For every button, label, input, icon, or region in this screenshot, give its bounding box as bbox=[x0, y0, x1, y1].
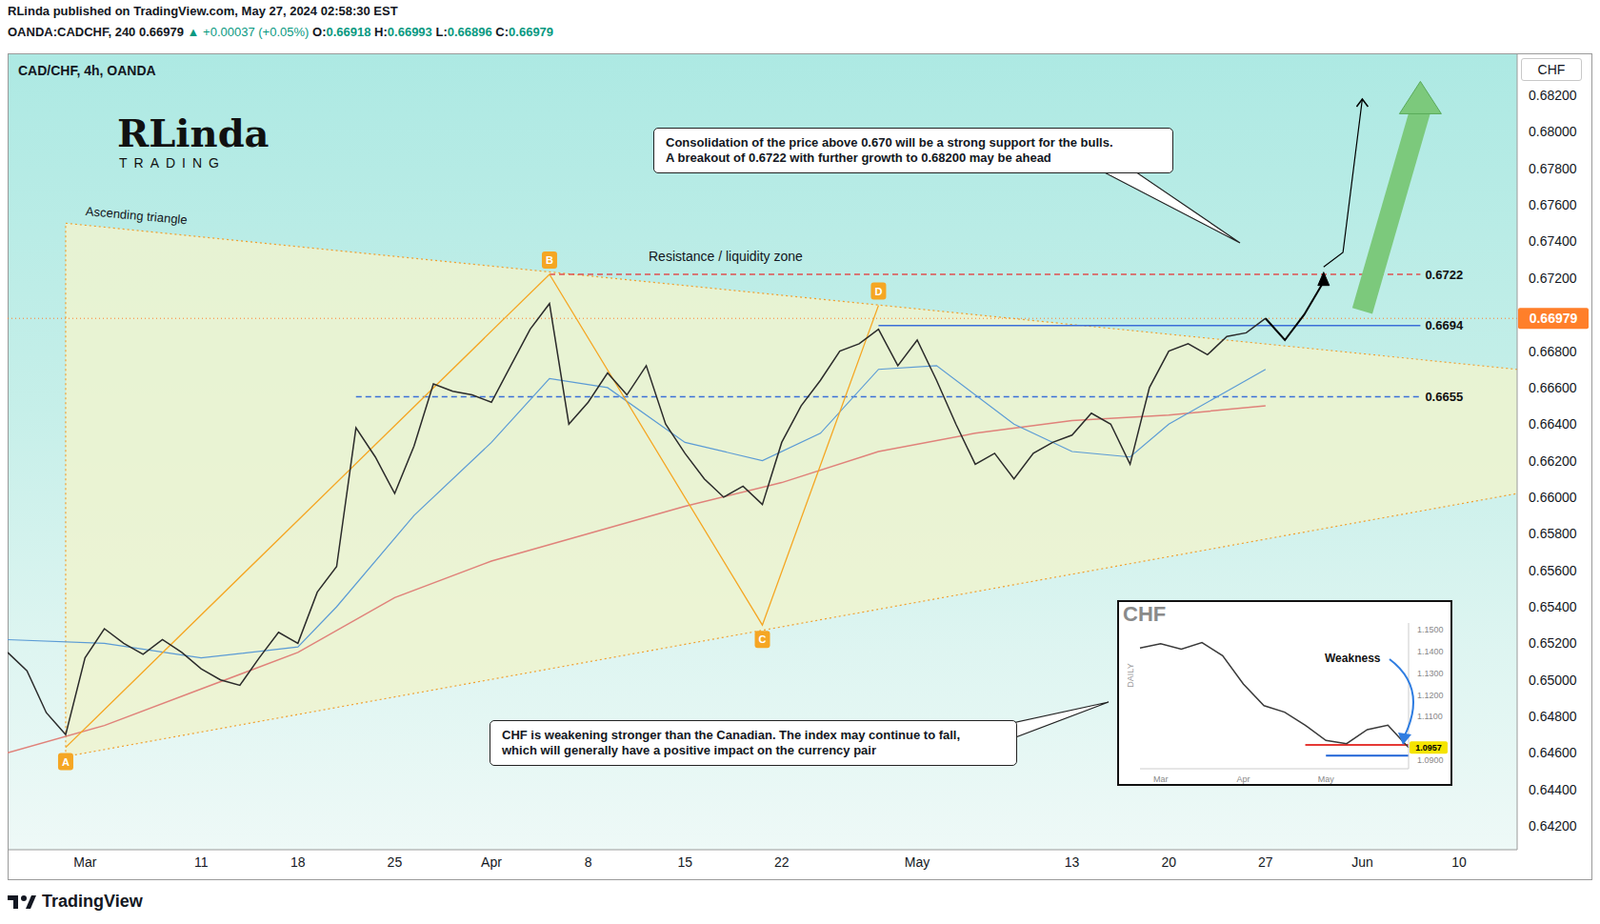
svg-text:1.1200: 1.1200 bbox=[1417, 690, 1444, 700]
html-text:CHF: CHF bbox=[1537, 61, 1566, 78]
svg-text:C: C bbox=[759, 633, 767, 645]
html-text:Consolidation of the price abo: Consolidation of the price above 0.670 w… bbox=[665, 135, 1113, 150]
html-text:CAD/CHF, 4h, OANDA: CAD/CHF, 4h, OANDA bbox=[18, 62, 156, 79]
svg-text:22: 22 bbox=[774, 854, 790, 870]
html-text:RLinda: RLinda bbox=[117, 110, 270, 156]
svg-text:0.6722: 0.6722 bbox=[1424, 267, 1463, 282]
svg-text:0.64400: 0.64400 bbox=[1528, 781, 1578, 798]
html-text:A breakout of 0.6722 with furt: A breakout of 0.6722 with further growth… bbox=[665, 150, 1052, 165]
svg-text:0.67200: 0.67200 bbox=[1528, 270, 1578, 286]
svg-text:0.68200: 0.68200 bbox=[1528, 87, 1578, 103]
svg-text:1.0957: 1.0957 bbox=[1415, 742, 1442, 753]
svg-text:1.1300: 1.1300 bbox=[1417, 668, 1444, 679]
svg-text:0.67800: 0.67800 bbox=[1528, 160, 1578, 177]
svg-text:May: May bbox=[1318, 774, 1336, 784]
svg-text:18: 18 bbox=[290, 854, 306, 870]
svg-text:B: B bbox=[545, 254, 554, 266]
svg-text:0.64600: 0.64600 bbox=[1528, 744, 1578, 760]
svg-text:1.1100: 1.1100 bbox=[1417, 711, 1443, 721]
svg-text:0.66600: 0.66600 bbox=[1528, 380, 1578, 396]
svg-text:Apr: Apr bbox=[1236, 774, 1250, 784]
svg-text:0.65800: 0.65800 bbox=[1528, 525, 1578, 541]
svg-text:D: D bbox=[874, 285, 882, 298]
svg-text:Jun: Jun bbox=[1351, 854, 1374, 870]
svg-text:1.1500: 1.1500 bbox=[1417, 624, 1444, 635]
html-text:RLinda published on TradingVie: RLinda published on TradingView.com, May… bbox=[7, 3, 398, 19]
svg-text:0.67400: 0.67400 bbox=[1528, 233, 1578, 249]
svg-text:0.64200: 0.64200 bbox=[1528, 818, 1578, 834]
svg-text:May: May bbox=[904, 854, 930, 870]
svg-text:0.66200: 0.66200 bbox=[1528, 453, 1578, 469]
svg-text:0.6655: 0.6655 bbox=[1424, 389, 1463, 404]
html-text:DAILY: DAILY bbox=[1125, 663, 1136, 688]
svg-text:0.66979: 0.66979 bbox=[1529, 310, 1579, 326]
html-text:TradingView: TradingView bbox=[41, 891, 143, 911]
svg-text:0.66800: 0.66800 bbox=[1528, 343, 1578, 360]
svg-text:0.68000: 0.68000 bbox=[1528, 123, 1578, 140]
html-text:which will generally have a po: which will generally have a positive imp… bbox=[501, 742, 877, 758]
svg-text:20: 20 bbox=[1160, 854, 1177, 870]
svg-text:15: 15 bbox=[677, 854, 693, 870]
svg-text:27: 27 bbox=[1258, 854, 1274, 870]
svg-text:1.0900: 1.0900 bbox=[1417, 755, 1444, 765]
svg-text:0.66000: 0.66000 bbox=[1528, 489, 1578, 505]
svg-text:Mar: Mar bbox=[73, 854, 97, 870]
svg-text:0.65000: 0.65000 bbox=[1528, 672, 1578, 688]
svg-text:25: 25 bbox=[387, 854, 403, 870]
svg-text:0.66400: 0.66400 bbox=[1528, 416, 1578, 432]
svg-text:1.1400: 1.1400 bbox=[1417, 646, 1444, 657]
html-text:Resistance / liquidity zone: Resistance / liquidity zone bbox=[648, 248, 803, 264]
svg-text:0.65600: 0.65600 bbox=[1528, 562, 1578, 579]
svg-text:A: A bbox=[61, 756, 70, 768]
svg-text:8: 8 bbox=[584, 854, 593, 870]
html-text:Weakness: Weakness bbox=[1324, 651, 1381, 665]
html-text:CHF: CHF bbox=[1122, 601, 1166, 626]
svg-text:0.65400: 0.65400 bbox=[1528, 599, 1578, 615]
svg-text:0.67600: 0.67600 bbox=[1528, 197, 1578, 213]
html-text:Ascending triangle: Ascending triangle bbox=[85, 203, 188, 227]
html-text:CHF is weakening stronger than: CHF is weakening stronger than the Canad… bbox=[501, 727, 961, 742]
svg-text:0.6694: 0.6694 bbox=[1424, 318, 1464, 333]
svg-text:Apr: Apr bbox=[480, 854, 502, 870]
html-text:OANDA:CADCHF, 240 0.66979 ▲ +0: OANDA:CADCHF, 240 0.66979 ▲ +0.00037 (+0… bbox=[7, 24, 554, 40]
svg-text:Mar: Mar bbox=[1153, 774, 1169, 784]
svg-text:0.65200: 0.65200 bbox=[1528, 635, 1578, 651]
svg-text:0.64800: 0.64800 bbox=[1528, 708, 1578, 724]
svg-text:11: 11 bbox=[194, 854, 209, 870]
svg-text:10: 10 bbox=[1451, 854, 1467, 870]
html-text:TRADING: TRADING bbox=[119, 155, 226, 171]
svg-text:13: 13 bbox=[1064, 854, 1080, 870]
